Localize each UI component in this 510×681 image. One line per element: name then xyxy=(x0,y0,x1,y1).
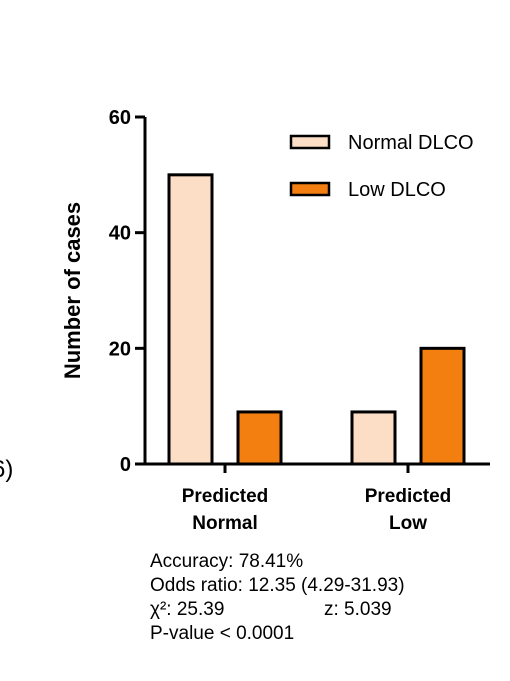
legend-label-1: Low DLCO xyxy=(348,179,446,201)
panel-label-fragment: 6) xyxy=(0,456,14,483)
odds-ratio-text: Odds ratio: 12.35 (4.29-31.93) xyxy=(150,575,405,596)
legend-swatch-0 xyxy=(289,134,331,150)
legend-swatch-1 xyxy=(289,181,331,197)
y-tick-label-20: 20 xyxy=(109,338,131,360)
x-tick-label-1-0: Predicted xyxy=(365,486,452,507)
bar-normal-dlco-1 xyxy=(350,410,397,466)
x-tick-label-0-1: Normal xyxy=(192,513,257,534)
bar-normal-dlco-0 xyxy=(167,173,214,466)
bar-chart: 0 20 40 60 Number of cases Predicted Normal Pre… xyxy=(60,107,490,534)
chi-square-text: χ²: 25.39 xyxy=(150,599,225,620)
y-tick-label-60: 60 xyxy=(109,107,131,129)
y-tick-label-40: 40 xyxy=(109,223,131,245)
legend-label-0: Normal DLCO xyxy=(348,132,474,154)
x-tick-label-1-1: Low xyxy=(389,513,427,534)
p-value-text: P-value < 0.0001 xyxy=(150,623,295,644)
bar-low-dlco-1 xyxy=(419,346,466,466)
z-score-text: z: 5.039 xyxy=(324,599,392,620)
statistics-block: Accuracy: 78.41% Odds ratio: 12.35 (4.29… xyxy=(150,550,405,646)
accuracy-text: Accuracy: 78.41% xyxy=(150,551,304,572)
bar-low-dlco-0 xyxy=(236,410,283,466)
x-tick-label-0-0: Predicted xyxy=(182,486,269,507)
y-axis-label: Number of cases xyxy=(60,202,85,379)
y-tick-label-0: 0 xyxy=(120,454,131,476)
